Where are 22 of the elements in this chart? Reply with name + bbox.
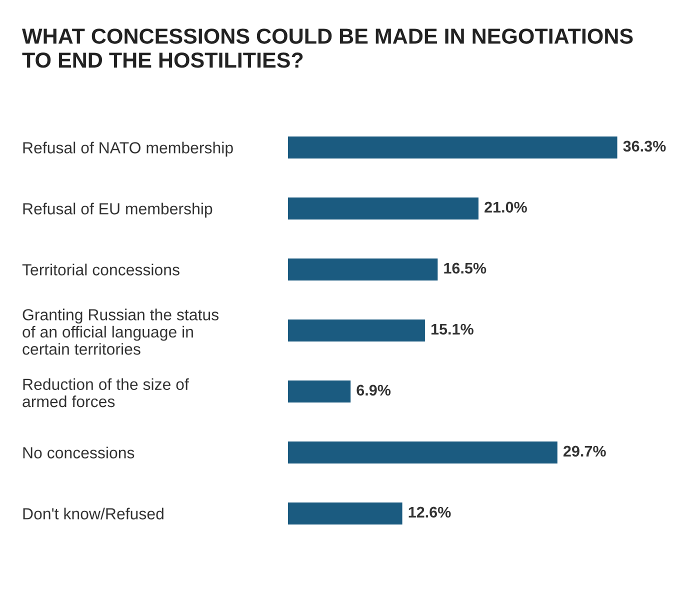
y-tick-label: Refusal of NATO membership [23,142,233,157]
bar [288,380,351,402]
data-label: 21.0% [484,202,527,213]
bar [288,320,425,342]
bar [288,258,438,280]
bar [288,502,402,524]
y-tick-label: Refusal of EU membership [23,202,212,218]
bar [288,136,618,158]
data-label: 12.6% [408,506,451,518]
data-label: 29.7% [563,446,606,457]
y-tick-label: Granting Russian the status of an official language in certain territories [22,308,219,355]
bar [288,198,478,220]
data-label: 16.5% [444,262,486,274]
y-tick-label: Territorial concessions [22,264,180,276]
data-label: 36.3% [623,140,666,152]
y-tick-label: Reduction of the size of armed forces [22,378,189,408]
y-tick-label: No concessions [23,446,134,458]
data-label: 6.9% [356,384,391,396]
chart-title: WHAT CONCESSIONS COULD BE MADE IN NEGOTIATIONS TO END THE HOSTILITIES? [22,28,633,68]
y-tick-label: Don't know/Refused [23,508,164,520]
data-label: 15.1% [431,324,474,335]
bar [288,442,558,464]
